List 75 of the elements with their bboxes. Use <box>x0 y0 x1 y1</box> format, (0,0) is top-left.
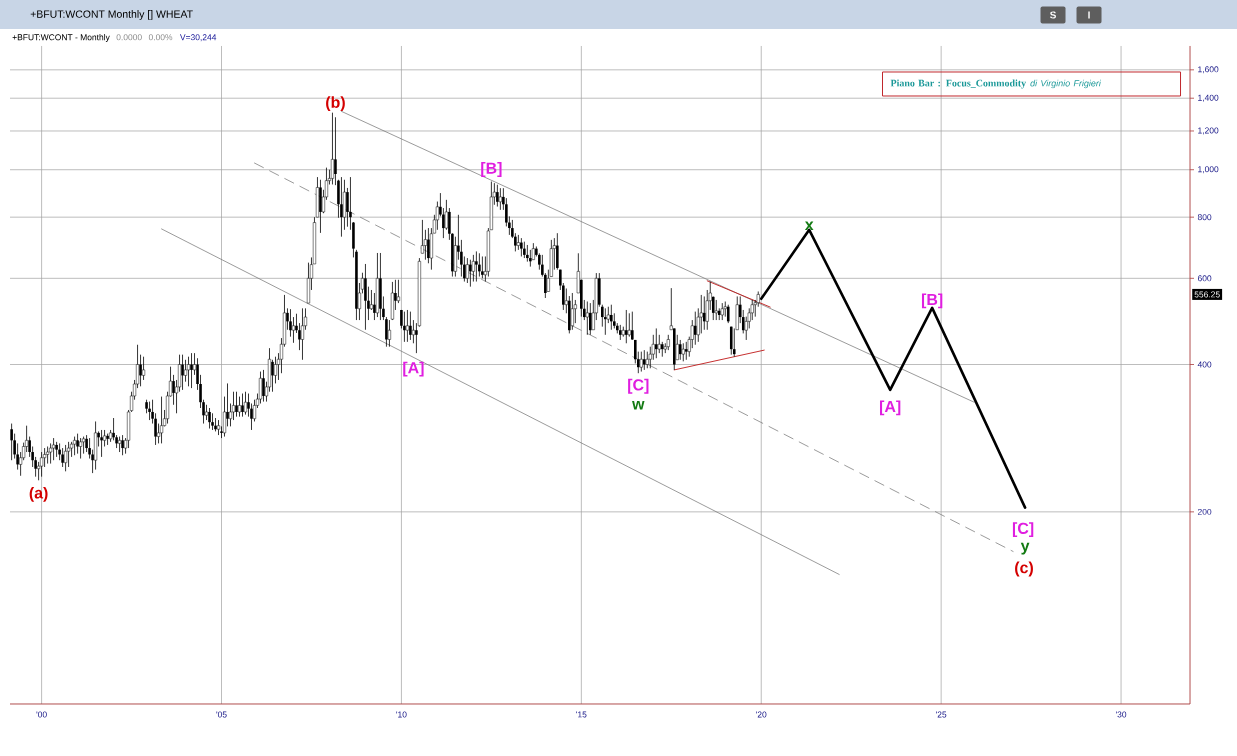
candlestick <box>496 184 499 207</box>
text: 0.0000 <box>116 34 142 41</box>
candlestick <box>64 444 68 472</box>
candlestick <box>475 251 478 282</box>
candlestick <box>631 311 634 341</box>
candlestick <box>208 407 211 429</box>
text: I <box>1088 11 1090 19</box>
annotation: Piano Bar : Focus_Commodity <box>890 79 1027 89</box>
candlestick <box>139 354 142 387</box>
candlestick <box>10 423 13 461</box>
candlestick <box>243 391 248 416</box>
candlestick <box>190 352 193 389</box>
candlestick <box>681 342 685 362</box>
candlestick <box>678 339 682 361</box>
candlestick <box>61 447 64 468</box>
candlestick <box>186 356 191 387</box>
candlestick <box>46 446 50 464</box>
text: +BFUT:WCONT - Monthly <box>12 34 110 42</box>
annotation: (a) <box>29 486 48 502</box>
candlestick <box>76 433 79 455</box>
text: 556.25 <box>1194 291 1220 298</box>
x-tick-label: '30 <box>1115 711 1127 718</box>
annotation: (c) <box>1015 561 1033 577</box>
annotation: [A] <box>879 400 901 416</box>
candlestick <box>262 369 265 402</box>
candlestick <box>409 311 412 341</box>
candlestick <box>237 396 242 418</box>
annotation: x <box>804 221 814 231</box>
annotation: (b) <box>326 96 345 112</box>
candlestick <box>40 451 44 478</box>
candlestick <box>300 307 305 361</box>
candlestick <box>241 393 244 418</box>
x-tick-label: '05 <box>216 711 227 718</box>
candlestick <box>726 304 730 324</box>
y-tick-label: 200 <box>1197 508 1212 515</box>
annotation: [C] <box>628 378 649 394</box>
annotation: [C] <box>1012 522 1034 538</box>
annotation: [B] <box>481 162 502 177</box>
candlestick <box>364 263 367 331</box>
text: 0.00% <box>148 34 173 41</box>
x-tick-label: '20 <box>756 711 767 718</box>
annotation: di Virginio Frigieri <box>1030 79 1102 89</box>
annotation: [A] <box>403 361 424 377</box>
x-tick-label: '15 <box>576 711 587 718</box>
text: S <box>1049 11 1056 19</box>
annotation: [B] <box>921 293 943 309</box>
y-tick-label: 1,600 <box>1198 66 1219 74</box>
candlestick <box>211 412 214 431</box>
annotation: y <box>1020 542 1030 555</box>
candlestick <box>570 292 574 331</box>
y-tick-label: 1,000 <box>1198 166 1219 174</box>
candlestick <box>556 232 559 271</box>
y-tick-label: 400 <box>1197 361 1212 368</box>
candlestick <box>258 371 263 404</box>
candlestick <box>271 359 274 393</box>
candlestick <box>729 326 733 356</box>
y-tick-label: 800 <box>1197 214 1212 221</box>
candlestick <box>181 354 184 391</box>
annotation: w <box>632 401 645 410</box>
candlestick <box>49 442 53 464</box>
candlestick <box>526 244 529 263</box>
x-tick-label: '10 <box>396 711 407 718</box>
candlestick <box>214 417 217 432</box>
y-tick-label: 600 <box>1197 275 1212 282</box>
y-tick-label: 1,400 <box>1198 94 1219 102</box>
candlestick <box>387 319 391 348</box>
candlestick <box>235 391 238 418</box>
text: V=30,244 <box>179 34 217 42</box>
x-tick-label: '25 <box>936 711 947 718</box>
chart-title: +BFUT:WCONT Monthly [] WHEAT <box>30 10 193 20</box>
y-tick-label: 1,200 <box>1198 127 1219 135</box>
candlestick <box>498 187 502 211</box>
candlestick <box>684 341 688 361</box>
x-tick-label: '00 <box>36 711 47 718</box>
candlestick <box>330 112 334 185</box>
